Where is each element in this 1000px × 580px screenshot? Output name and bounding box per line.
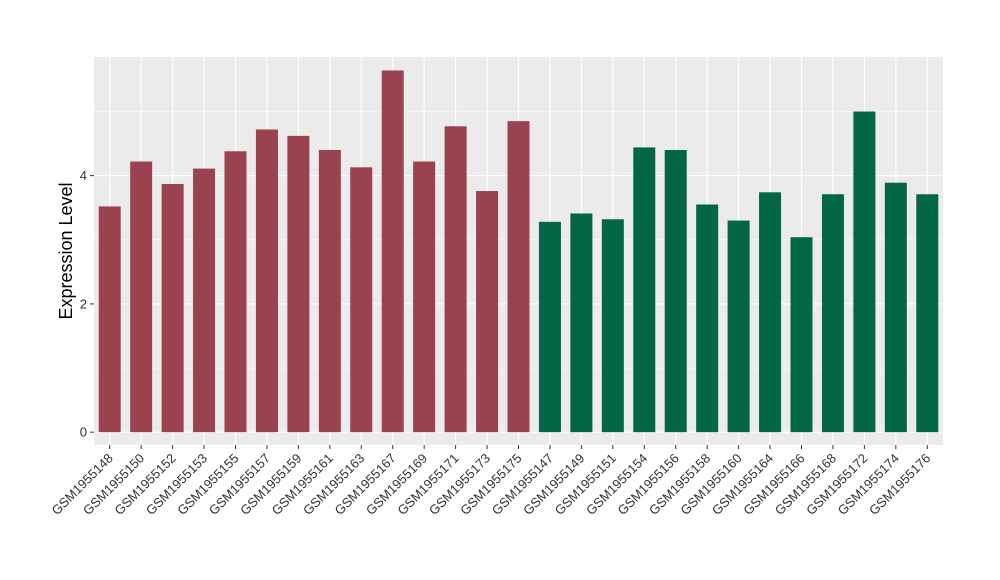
- bar-GSM1955153: [193, 168, 216, 433]
- bar-GSM1955158: [696, 204, 719, 433]
- bar-GSM1955160: [727, 220, 750, 433]
- bar-GSM1955148: [98, 206, 121, 433]
- bar-GSM1955147: [538, 221, 561, 433]
- y-tick-label: 4: [80, 168, 87, 183]
- y-tick-label: 2: [80, 296, 87, 311]
- bar-GSM1955172: [853, 111, 876, 433]
- bar-GSM1955159: [287, 135, 310, 433]
- x-axis: GSM1955148GSM1955150GSM1955152GSM1955153…: [49, 445, 933, 518]
- bar-GSM1955151: [601, 219, 624, 433]
- y-axis-title: Expression Level: [56, 182, 76, 319]
- bars: [98, 70, 939, 433]
- bar-GSM1955169: [413, 161, 436, 433]
- bar-GSM1955166: [790, 237, 813, 433]
- bar-GSM1955174: [884, 182, 907, 433]
- bar-GSM1955173: [476, 191, 499, 433]
- bar-GSM1955175: [507, 121, 530, 433]
- bar-GSM1955164: [759, 192, 782, 433]
- bar-GSM1955155: [224, 151, 247, 433]
- bar-GSM1955154: [633, 147, 656, 433]
- bar-GSM1955152: [161, 183, 184, 433]
- bar-GSM1955167: [381, 70, 404, 433]
- y-tick-label: 0: [80, 425, 87, 440]
- bar-GSM1955150: [130, 161, 153, 433]
- bar-GSM1955163: [350, 167, 373, 433]
- bar-GSM1955149: [570, 213, 593, 433]
- bar-GSM1955168: [821, 194, 844, 433]
- bar-GSM1955161: [318, 149, 341, 433]
- bar-GSM1955157: [255, 129, 278, 433]
- bar-GSM1955176: [916, 194, 939, 433]
- bar-GSM1955171: [444, 126, 467, 433]
- bar-GSM1955156: [664, 149, 687, 433]
- y-axis: 0 2 4: [80, 168, 94, 440]
